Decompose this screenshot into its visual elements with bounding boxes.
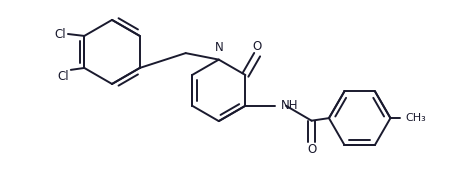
Text: Cl: Cl	[57, 70, 69, 83]
Text: Cl: Cl	[54, 28, 66, 41]
Text: CH₃: CH₃	[405, 113, 426, 123]
Text: O: O	[307, 143, 316, 156]
Text: NH: NH	[280, 99, 298, 112]
Text: O: O	[253, 41, 262, 53]
Text: N: N	[214, 41, 223, 55]
